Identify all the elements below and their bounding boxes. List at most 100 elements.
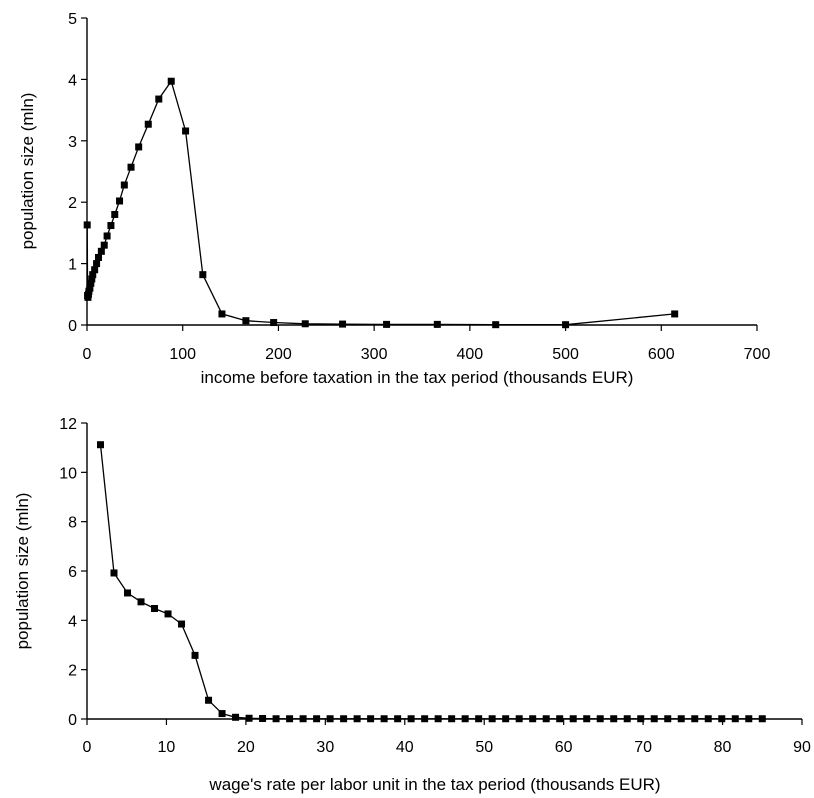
x-tick-label: 0: [83, 739, 92, 756]
data-point: [380, 715, 388, 723]
data-point: [155, 95, 163, 103]
data-point: [664, 715, 672, 723]
data-point: [745, 715, 753, 723]
data-point: [488, 715, 496, 723]
data-point: [340, 715, 348, 723]
data-point: [182, 127, 190, 135]
data-point: [448, 715, 456, 723]
data-point: [758, 715, 766, 723]
x-tick-label: 400: [457, 346, 484, 363]
data-point: [242, 317, 250, 325]
data-point: [127, 163, 135, 171]
data-point: [259, 715, 267, 723]
data-point: [502, 715, 510, 723]
x-tick-label: 50: [475, 739, 493, 756]
x-tick-label: 600: [648, 346, 675, 363]
x-tick-label: 700: [744, 346, 771, 363]
axis-ticks: 0 100 200 300 400 500 600 700 0 1 2 3 4 5: [68, 11, 770, 363]
data-point: [691, 715, 699, 723]
x-tick-label: 40: [396, 739, 414, 756]
data-point: [164, 610, 172, 618]
data-point: [407, 715, 415, 723]
data-point: [301, 320, 309, 328]
data-point: [151, 604, 159, 612]
data-point: [313, 715, 321, 723]
y-tick-label: 4: [68, 72, 77, 89]
data-point: [270, 319, 278, 327]
axis-ticks: 0 10 20 30 40 50 60 70 80 90 0 2 4 6 8 10 12: [59, 416, 811, 756]
wage-rate-chart: 0 10 20 30 40 50 60 70 80 90 0 2 4 6 8 10 12 wage's rate…: [13, 416, 811, 794]
data-point: [718, 715, 726, 723]
data-point: [492, 321, 500, 329]
y-tick-label: 0: [68, 712, 77, 729]
data-point: [353, 715, 361, 723]
data-point: [610, 715, 618, 723]
x-tick-label: 30: [316, 739, 334, 756]
data-point: [731, 715, 739, 723]
data-series: [97, 441, 766, 723]
data-point: [562, 321, 570, 329]
data-point: [529, 715, 537, 723]
data-point: [93, 260, 101, 268]
x-tick-label: 10: [158, 739, 176, 756]
x-axis-title: wage's rate per labor unit in the tax pe…: [208, 775, 660, 794]
data-point: [144, 120, 152, 128]
data-point: [110, 569, 118, 577]
data-point: [89, 271, 97, 279]
x-tick-label: 60: [555, 739, 573, 756]
data-point: [421, 715, 429, 723]
data-point: [433, 320, 441, 328]
data-point: [272, 715, 280, 723]
income-chart: 0 100 200 300 400 500 600 700 0 1 2 3 4 5 income befo…: [18, 11, 770, 387]
data-point: [167, 77, 175, 85]
data-point: [704, 715, 712, 723]
data-point: [383, 320, 391, 328]
data-series: [83, 77, 679, 329]
data-point: [623, 715, 631, 723]
data-point: [83, 221, 91, 229]
y-tick-label: 5: [68, 11, 77, 28]
data-point: [326, 715, 334, 723]
y-axis-title: population size (mln): [13, 493, 32, 650]
data-point: [100, 241, 108, 249]
data-point: [124, 589, 132, 597]
data-point: [97, 441, 105, 449]
data-point: [103, 232, 111, 240]
y-tick-label: 3: [68, 134, 77, 151]
data-point: [232, 713, 240, 721]
data-point: [218, 710, 226, 718]
data-point: [434, 715, 442, 723]
data-point: [596, 715, 604, 723]
data-point: [299, 715, 307, 723]
data-point: [245, 714, 253, 722]
data-point: [178, 620, 186, 628]
x-tick-label: 80: [714, 739, 732, 756]
data-point: [107, 222, 115, 230]
y-tick-label: 2: [68, 195, 77, 212]
data-point: [583, 715, 591, 723]
data-point: [120, 181, 128, 189]
series-line: [99, 444, 763, 720]
data-point: [91, 266, 99, 274]
data-point: [394, 715, 402, 723]
data-point: [475, 715, 483, 723]
data-point: [637, 715, 645, 723]
data-point: [205, 696, 213, 704]
data-point: [671, 310, 679, 318]
y-tick-label: 4: [68, 613, 77, 630]
data-point: [199, 271, 207, 279]
x-tick-label: 90: [793, 739, 811, 756]
data-point: [339, 320, 347, 328]
data-point: [515, 715, 523, 723]
y-axis-title: population size (mln): [18, 93, 37, 250]
x-tick-label: 70: [634, 739, 652, 756]
x-tick-label: 20: [237, 739, 255, 756]
x-tick-label: 0: [83, 346, 92, 363]
x-axis-title: income before taxation in the tax period…: [201, 368, 634, 387]
y-tick-label: 0: [68, 318, 77, 335]
y-tick-label: 1: [68, 257, 77, 274]
data-point: [137, 598, 145, 606]
data-point: [191, 651, 199, 659]
series-line: [86, 79, 675, 326]
